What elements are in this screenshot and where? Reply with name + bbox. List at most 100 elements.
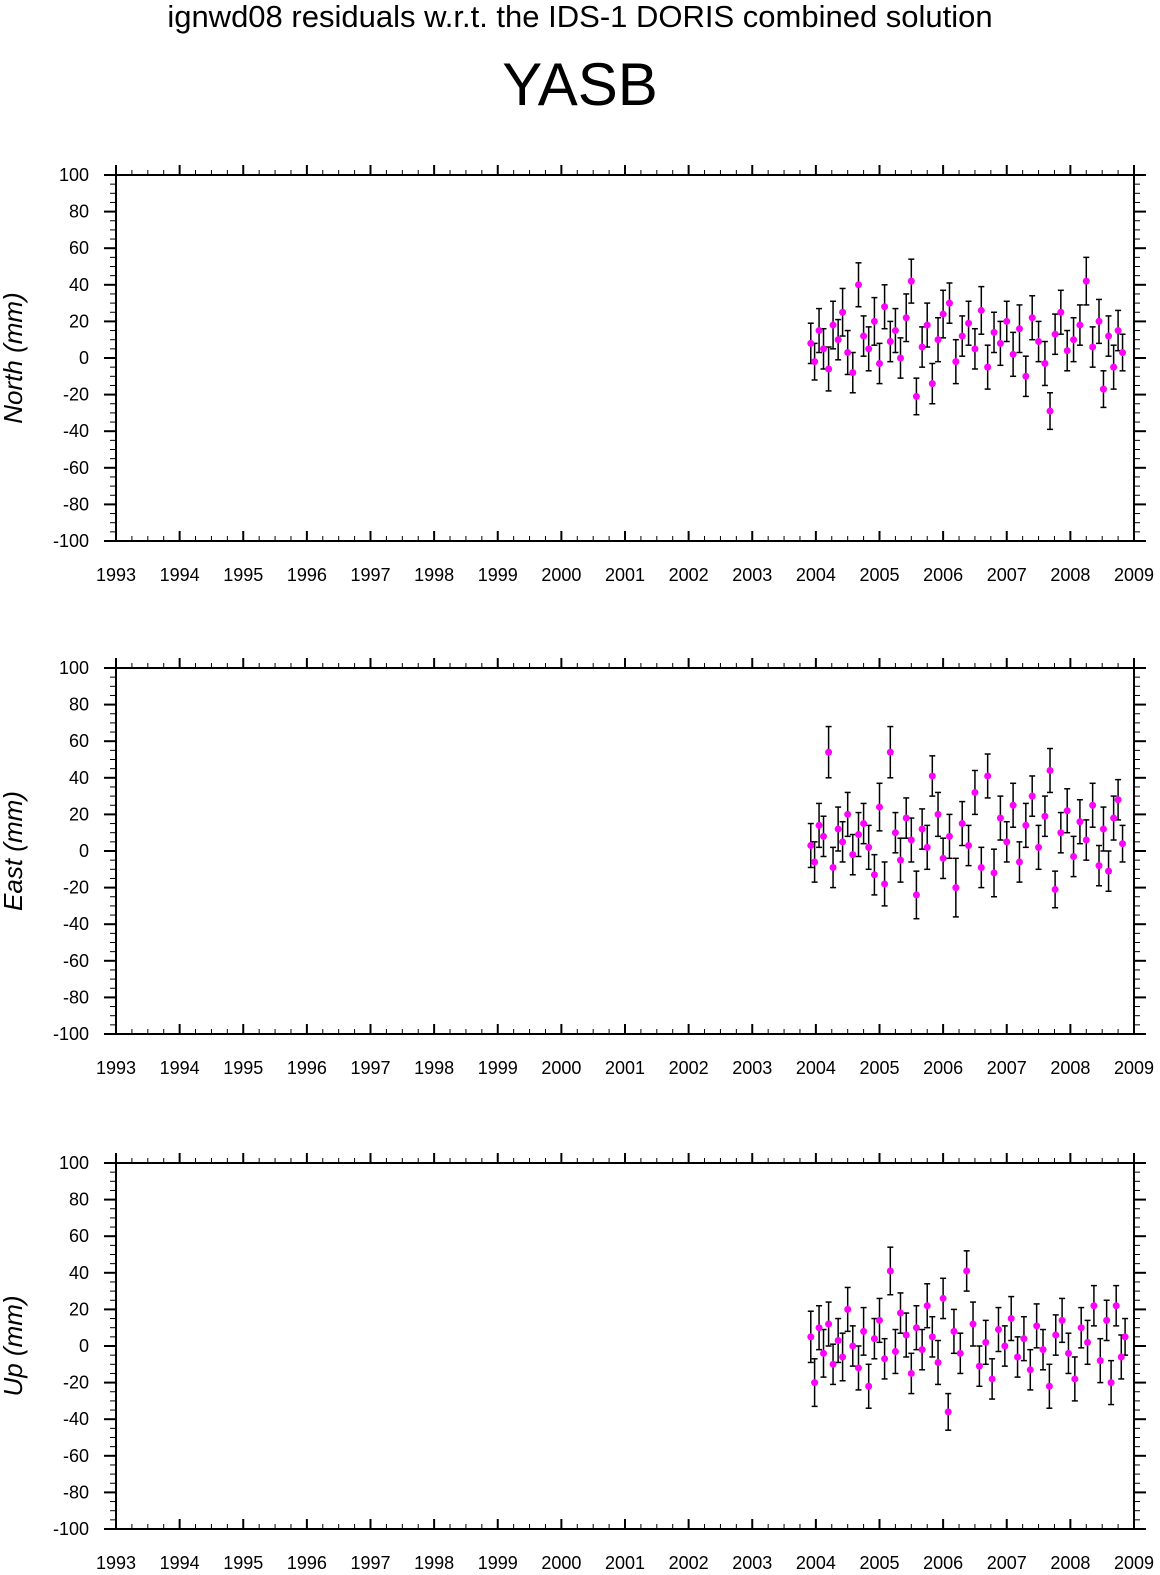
data-point bbox=[876, 803, 883, 811]
data-point bbox=[907, 277, 915, 285]
data-point bbox=[939, 310, 947, 318]
data-point bbox=[977, 306, 985, 314]
data-point bbox=[977, 863, 985, 871]
data-point bbox=[820, 1349, 828, 1357]
chart-title: ignwd08 residuals w.r.t. the IDS-1 DORIS… bbox=[167, 0, 993, 34]
data-point bbox=[1112, 1302, 1120, 1310]
x-tick-label: 1996 bbox=[287, 1058, 327, 1078]
data-point bbox=[865, 1382, 873, 1390]
data-point bbox=[1110, 363, 1118, 371]
data-point bbox=[1070, 336, 1078, 344]
x-tick-label: 1994 bbox=[160, 565, 200, 585]
y-tick-label: -40 bbox=[63, 1409, 89, 1429]
x-tick-label: 2007 bbox=[987, 1553, 1027, 1573]
data-point bbox=[1071, 1375, 1079, 1383]
y-axis-label: East (mm) bbox=[0, 791, 28, 911]
data-point bbox=[834, 1337, 842, 1345]
data-point bbox=[923, 843, 931, 851]
x-tick-label: 2005 bbox=[859, 1058, 899, 1078]
data-point bbox=[870, 1335, 878, 1343]
y-tick-label: -40 bbox=[63, 914, 89, 934]
data-point bbox=[982, 1338, 990, 1346]
data-point bbox=[1105, 332, 1113, 340]
data-point bbox=[811, 358, 819, 366]
panel-east: 1993 1994 1995 1996 1997 1998 1999 2000 2001 2002… bbox=[0, 658, 1154, 1078]
x-tick-label: 2003 bbox=[732, 1553, 772, 1573]
data-point bbox=[839, 308, 847, 316]
data-point bbox=[1022, 821, 1030, 829]
data-point bbox=[996, 814, 1004, 822]
data-point bbox=[886, 748, 894, 756]
data-point bbox=[1046, 407, 1054, 415]
data-point bbox=[855, 281, 863, 289]
data-point bbox=[1077, 1324, 1085, 1332]
data-point bbox=[829, 321, 837, 329]
data-point bbox=[860, 1327, 868, 1335]
data-point bbox=[928, 380, 936, 388]
x-tick-label: 1993 bbox=[96, 565, 136, 585]
data-point bbox=[988, 1375, 996, 1383]
y-tick-label: 0 bbox=[79, 841, 89, 861]
data-point bbox=[1096, 1357, 1104, 1365]
data-point bbox=[825, 365, 833, 373]
data-point bbox=[952, 358, 960, 366]
data-point bbox=[855, 831, 863, 839]
x-tick-label: 2008 bbox=[1050, 1058, 1090, 1078]
data-point bbox=[1063, 347, 1071, 355]
y-tick-label: 20 bbox=[69, 311, 89, 331]
data-point bbox=[958, 820, 966, 828]
data-point bbox=[1063, 807, 1071, 815]
data-point bbox=[886, 338, 894, 346]
data-point bbox=[945, 832, 953, 840]
x-tick-label: 1996 bbox=[287, 1553, 327, 1573]
data-point bbox=[907, 836, 915, 844]
data-point bbox=[902, 314, 910, 322]
data-point bbox=[934, 336, 942, 344]
data-point bbox=[990, 869, 998, 877]
data-point bbox=[1020, 1335, 1028, 1343]
x-tick-label: 1993 bbox=[96, 1058, 136, 1078]
data-point bbox=[815, 1324, 823, 1332]
data-point bbox=[881, 880, 889, 888]
x-tick-label: 2006 bbox=[923, 1058, 963, 1078]
x-tick-label: 1997 bbox=[350, 1553, 390, 1573]
data-point bbox=[881, 303, 889, 311]
data-point bbox=[1003, 317, 1011, 325]
data-point bbox=[1114, 327, 1122, 335]
y-tick-label: -60 bbox=[63, 1446, 89, 1466]
data-point bbox=[902, 814, 910, 822]
data-point bbox=[881, 1355, 889, 1363]
data-point bbox=[886, 1267, 894, 1275]
x-tick-label: 2007 bbox=[987, 565, 1027, 585]
data-point bbox=[1051, 885, 1059, 893]
data-point bbox=[1070, 852, 1078, 860]
data-point bbox=[1076, 321, 1084, 329]
x-tick-label: 2004 bbox=[796, 1553, 836, 1573]
data-point bbox=[1041, 812, 1049, 820]
y-tick-label: 100 bbox=[59, 165, 89, 185]
data-point bbox=[811, 858, 819, 866]
data-point bbox=[1107, 1379, 1115, 1387]
y-tick-label: -80 bbox=[63, 1482, 89, 1502]
data-point bbox=[1009, 801, 1017, 809]
data-point bbox=[891, 1347, 899, 1355]
x-tick-label: 1998 bbox=[414, 565, 454, 585]
data-point bbox=[956, 1349, 964, 1357]
data-point bbox=[952, 884, 960, 892]
data-point bbox=[965, 842, 973, 850]
data-point bbox=[1121, 1333, 1129, 1341]
data-point bbox=[923, 321, 931, 329]
plot-frame bbox=[115, 174, 1135, 542]
data-point bbox=[971, 345, 979, 353]
data-point bbox=[928, 1333, 936, 1341]
data-point bbox=[1028, 314, 1036, 322]
data-point bbox=[891, 829, 899, 837]
data-point bbox=[1045, 1382, 1053, 1390]
y-tick-label: 60 bbox=[69, 238, 89, 258]
data-point bbox=[918, 1346, 926, 1354]
x-tick-label: 2002 bbox=[669, 565, 709, 585]
data-point bbox=[860, 332, 868, 340]
x-tick-label: 2000 bbox=[541, 565, 581, 585]
data-point bbox=[844, 810, 852, 818]
y-tick-label: 40 bbox=[69, 275, 89, 295]
